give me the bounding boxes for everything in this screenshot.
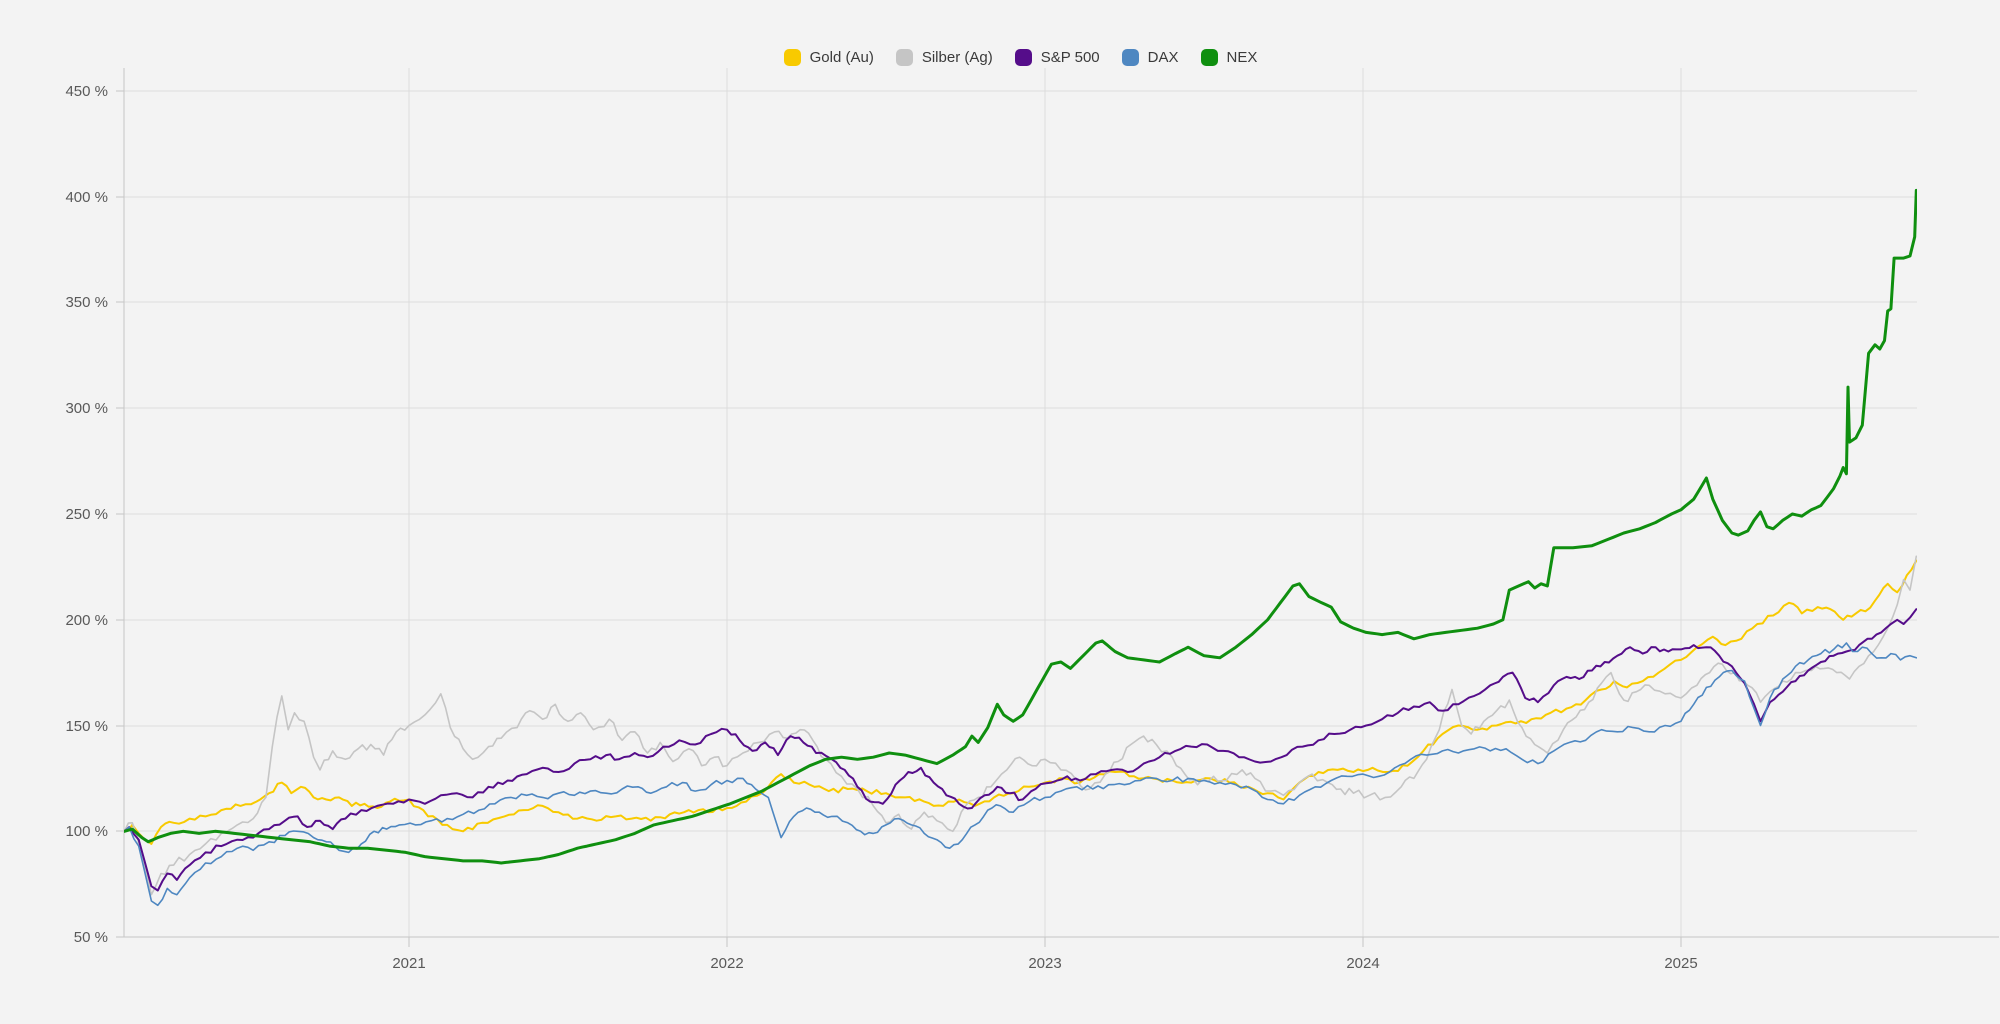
dax-swatch	[1121, 48, 1139, 66]
legend-label-nex: NEX	[1226, 48, 1258, 66]
axis-lines	[116, 68, 1999, 947]
gold-au-swatch	[783, 48, 801, 66]
y-axis-label: 400 %	[65, 189, 108, 206]
nex-swatch	[1200, 48, 1218, 66]
series-line-gold-au	[124, 559, 1917, 845]
series-lines	[124, 188, 1917, 907]
series-line-silber-ag	[124, 555, 1917, 896]
y-axis-label: 50 %	[74, 929, 108, 946]
legend-label-s-p-500: S&P 500	[1040, 48, 1100, 66]
y-axis-label: 150 %	[65, 718, 108, 735]
silber-ag-swatch	[895, 48, 913, 66]
y-axis-label: 200 %	[65, 612, 108, 629]
legend-label-dax: DAX	[1147, 48, 1179, 66]
legend-item-nex[interactable]: NEX	[1200, 48, 1258, 66]
x-axis-label: 2025	[1664, 955, 1697, 972]
s-p-500-swatch	[1014, 48, 1032, 66]
y-axis-label: 350 %	[65, 294, 108, 311]
x-axis-label: 2024	[1346, 955, 1379, 972]
y-axis-label: 250 %	[65, 506, 108, 523]
series-line-s-p-500	[124, 608, 1917, 892]
y-axis-label: 300 %	[65, 400, 108, 417]
x-axis-label: 2021	[392, 955, 425, 972]
y-axis-label: 100 %	[65, 823, 108, 840]
legend-label-silber-ag: Silber (Ag)	[921, 48, 993, 66]
legend-item-s-p-500[interactable]: S&P 500	[1014, 48, 1100, 66]
axis-labels: 50 % 100 % 150 % 200 % 250 % 300 % 350 % 400 % 4…	[65, 83, 1697, 972]
x-axis-label: 2022	[710, 955, 743, 972]
legend-label-gold-au: Gold (Au)	[809, 48, 874, 66]
grid-lines	[124, 68, 1917, 937]
chart-legend: Gold (Au) Silber (Ag) S&P 500 DAX NEX	[124, 44, 1917, 70]
legend-item-gold-au[interactable]: Gold (Au)	[783, 48, 874, 66]
x-axis-label: 2023	[1028, 955, 1061, 972]
series-line-dax	[124, 642, 1917, 907]
y-axis-label: 450 %	[65, 83, 108, 100]
legend-item-dax[interactable]: DAX	[1121, 48, 1179, 66]
series-line-nex	[124, 188, 1917, 865]
legend-item-silber-ag[interactable]: Silber (Ag)	[895, 48, 993, 66]
